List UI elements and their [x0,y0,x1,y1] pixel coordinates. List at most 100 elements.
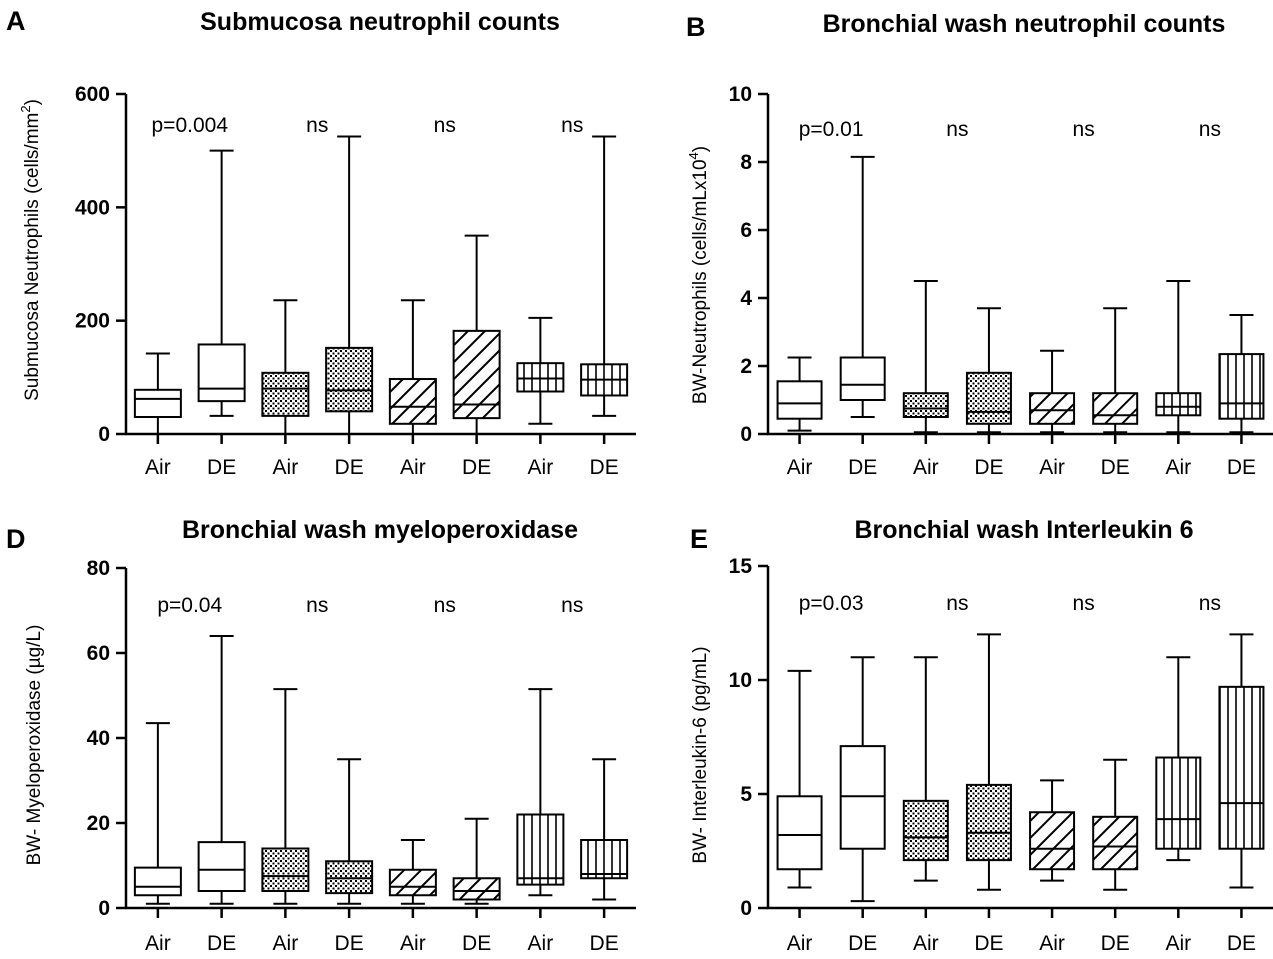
significance-label: p=0.04 [157,594,222,617]
x-category-label: Air [913,932,939,955]
panel-e: E Bronchial wash Interleukin 6 0 5 10 15 BW- I… [690,516,1273,955]
y-tick-label: 60 [87,642,110,665]
iqr-box [1092,392,1139,425]
x-category-label: DE [335,456,364,479]
x-category-label: Air [787,456,813,479]
panel-d: D Bronchial wash myeloperoxidase 0 20 40 60 80… [6,516,636,955]
significance-label: ns [306,594,328,617]
y-tick-label: 200 [75,310,110,333]
x-category-label: DE [974,456,1003,479]
significance-label: ns [1073,118,1095,141]
box-de-2 [197,149,246,417]
significance-label: ns [946,118,968,141]
iqr-box [965,371,1012,425]
x-category-label: Air [787,932,813,955]
iqr-box [516,362,565,393]
panel-letter: B [686,12,706,42]
significance-label: ns [946,592,968,615]
box-air-1 [133,722,182,905]
x-category-label: Air [1165,932,1191,955]
box-de-4 [325,135,374,435]
iqr-box [133,388,182,418]
y-tick-label: 10 [729,669,752,692]
x-category-label: DE [462,932,491,955]
box-air-7 [516,316,565,425]
iqr-box [388,868,437,897]
chart-title: Bronchial wash Interleukin 6 [855,516,1194,544]
iqr-box [965,783,1012,862]
box-air-5 [1029,779,1076,882]
box-air-5 [388,839,437,905]
x-category-label: DE [335,932,364,955]
x-category-label: Air [913,456,939,479]
significance-label: p=0.03 [799,592,864,615]
iqr-box [776,380,823,420]
box-air-3 [902,656,949,882]
box-air-7 [1155,280,1202,434]
iqr-box [1218,353,1265,420]
y-tick-label: 0 [98,423,110,446]
x-category-label: Air [1039,456,1065,479]
panel-letter: D [6,524,26,554]
x-category-label: DE [590,932,619,955]
box-de-6 [452,817,501,905]
x-category-label: DE [848,456,877,479]
iqr-box [197,841,246,892]
iqr-box [1092,815,1139,871]
box-air-1 [776,356,823,432]
box-de-8 [580,758,629,901]
chart-title: Bronchial wash neutrophil counts [823,10,1226,38]
box-air-5 [1029,349,1076,434]
x-category-label: Air [273,932,299,955]
panel-a: A Submucosa neutrophil counts 0 200 400 600 Su… [6,6,636,479]
y-tick-label: 8 [740,151,752,174]
y-tick-label: 15 [729,555,753,578]
x-category-label: DE [207,932,236,955]
chart-title: Submucosa neutrophil counts [200,8,560,36]
box-air-1 [776,669,823,889]
box-air-5 [388,299,437,435]
box-de-2 [839,155,886,418]
y-axis-label: Submucosa Neutrophils (cells/mm2) [18,99,43,401]
x-category-label: DE [974,932,1003,955]
box-de-4 [965,633,1012,891]
iqr-box [516,813,565,886]
box-air-7 [1155,656,1202,862]
iqr-box [902,392,949,419]
iqr-box [1029,392,1076,425]
significance-label: ns [1199,592,1221,615]
iqr-box [839,745,886,850]
y-tick-label: 0 [740,897,752,920]
significance-label: ns [434,594,456,617]
y-tick-label: 6 [740,219,752,242]
box-air-3 [261,688,310,905]
y-tick-label: 0 [740,423,752,446]
box-air-1 [133,352,182,435]
y-axis-label: BW- Interleukin-6 (pg/mL) [690,646,711,863]
box-air-3 [902,280,949,434]
y-tick-label: 2 [740,355,752,378]
iqr-box [388,378,437,425]
iqr-box [1029,811,1076,871]
box-de-6 [452,234,501,435]
x-category-label: DE [848,932,877,955]
y-tick-label: 10 [729,83,752,106]
y-tick-label: 0 [98,897,110,920]
significance-label: p=0.004 [152,114,229,137]
significance-label: ns [561,114,583,137]
x-category-label: Air [1039,932,1065,955]
box-de-2 [197,635,246,905]
box-de-6 [1092,307,1139,434]
chart-title: Bronchial wash myeloperoxidase [182,516,578,544]
x-category-label: DE [462,456,491,479]
box-de-2 [839,656,886,903]
x-category-label: Air [145,456,171,479]
x-category-label: Air [400,932,426,955]
iqr-box [261,847,310,892]
box-air-3 [261,299,310,435]
y-tick-label: 40 [87,727,110,750]
x-category-label: DE [1227,456,1256,479]
x-category-label: DE [1101,932,1130,955]
iqr-box [325,346,374,413]
x-category-label: Air [528,932,554,955]
